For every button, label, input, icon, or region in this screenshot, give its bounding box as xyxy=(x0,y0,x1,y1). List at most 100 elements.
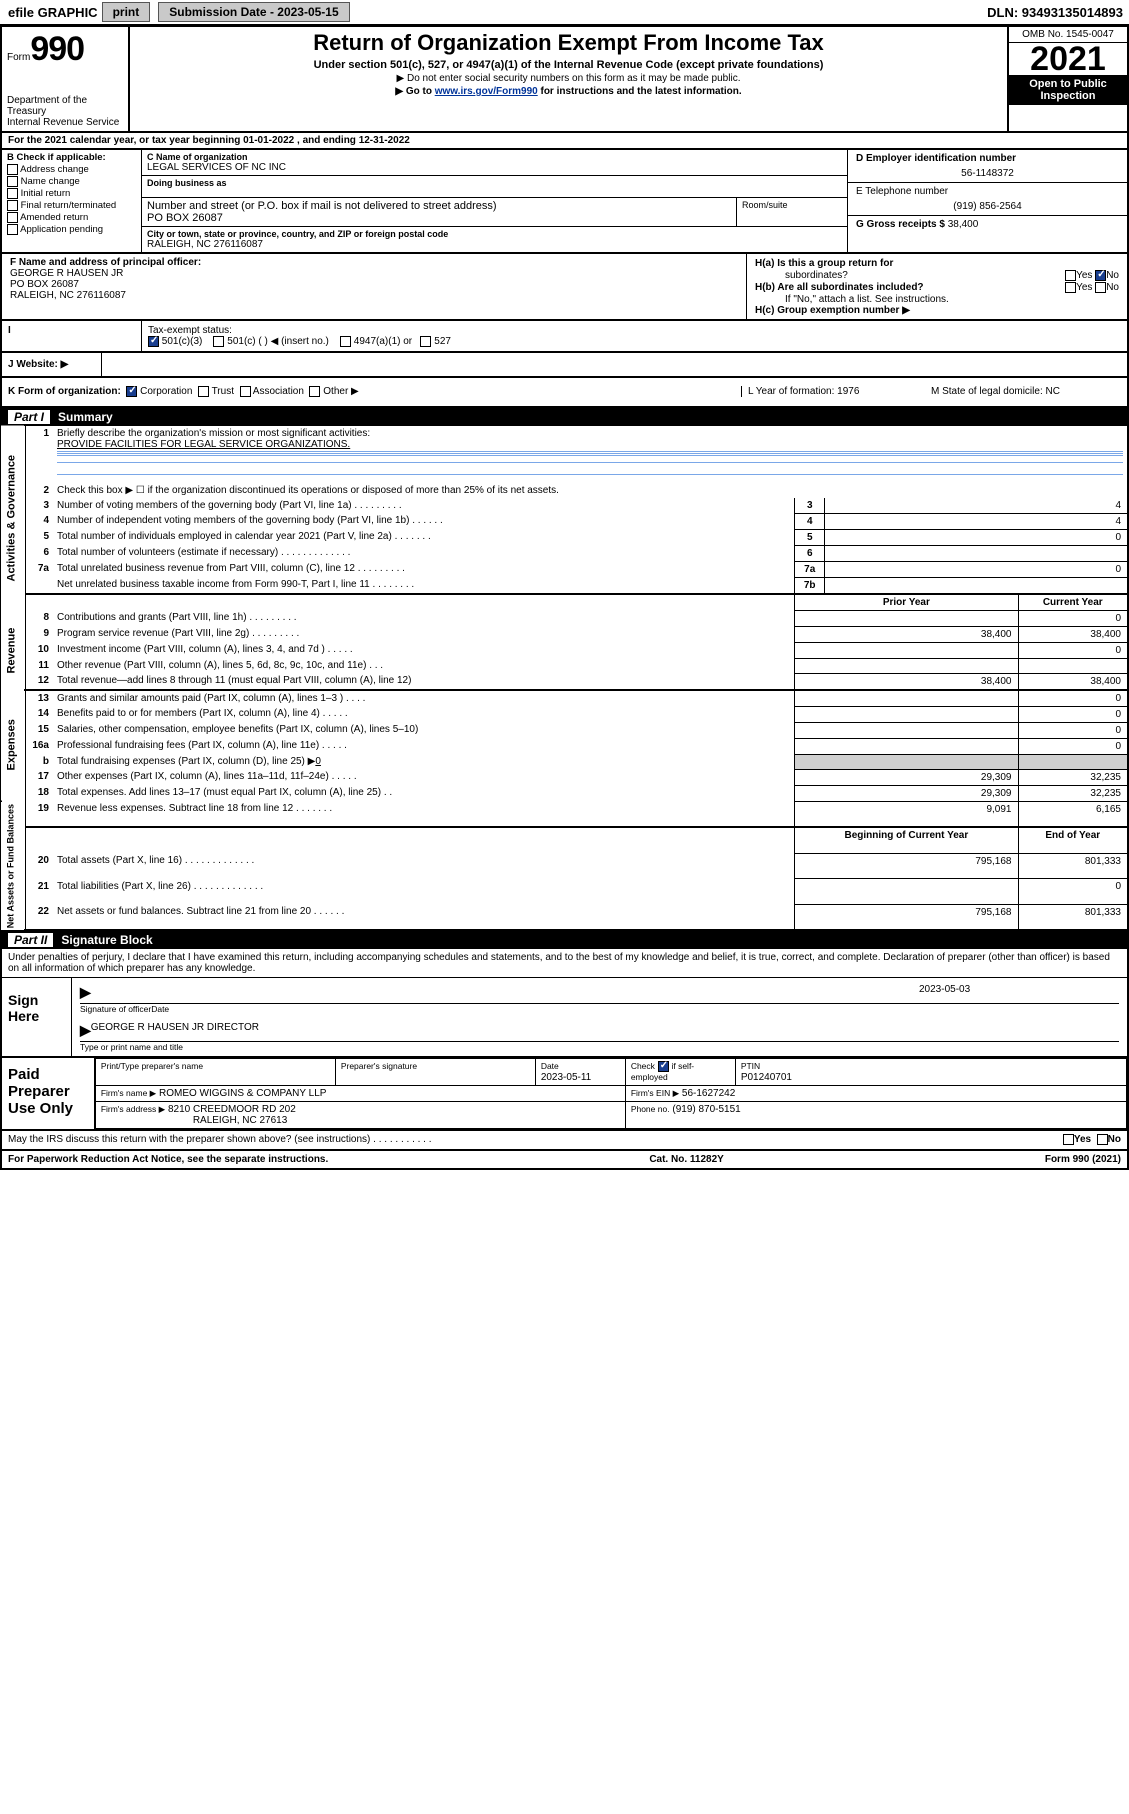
dln-label: DLN: 93493135014893 xyxy=(987,5,1123,20)
ln-5: 5 xyxy=(25,529,53,545)
ln-b-spacer xyxy=(25,594,53,611)
submission-date-button[interactable]: Submission Date - 2023-05-15 xyxy=(158,2,349,22)
tax-year: 2021 xyxy=(1009,43,1127,75)
prior-year-hdr: Prior Year xyxy=(795,594,1018,611)
sig-labels-1: Signature of officer Date xyxy=(80,1004,1119,1014)
l14-curr: 0 xyxy=(1018,706,1128,722)
chk-application-pending[interactable]: Application pending xyxy=(7,224,136,235)
l20-curr: 801,333 xyxy=(1018,853,1128,878)
l9-desc: Program service revenue (Part VIII, line… xyxy=(53,626,795,642)
form-year-box: OMB No. 1545-0047 2021 Open to Public In… xyxy=(1007,27,1127,131)
page-footer: For Paperwork Reduction Act Notice, see … xyxy=(0,1151,1129,1170)
dept-treasury: Department of the Treasury xyxy=(7,95,123,117)
Hb-no-box[interactable] xyxy=(1095,282,1106,293)
C-street-cell: Number and street (or P.O. box if mail i… xyxy=(142,198,737,226)
officer-addr1: PO BOX 26087 xyxy=(10,279,79,290)
block-BCDE: B Check if applicable: Address change Na… xyxy=(0,148,1129,252)
l16a-prior xyxy=(795,738,1018,754)
Ha-yes-box[interactable] xyxy=(1065,270,1076,281)
K-label: K Form of organization: xyxy=(8,387,121,398)
arrow-icon: ▶ xyxy=(80,984,91,1001)
ln-9: 9 xyxy=(25,626,53,642)
chk-final-return[interactable]: Final return/terminated xyxy=(7,200,136,211)
block-FH: F Name and address of principal officer:… xyxy=(0,252,1129,319)
l11-desc: Other revenue (Part VIII, column (A), li… xyxy=(53,658,795,673)
may-yes-box[interactable] xyxy=(1063,1134,1074,1145)
ln-13: 13 xyxy=(25,690,53,707)
C-room-cell: Room/suite xyxy=(737,198,847,226)
ln-10: 10 xyxy=(25,642,53,658)
boy-hdr: Beginning of Current Year xyxy=(795,827,1018,853)
preparer-table: Print/Type preparer's name Preparer's si… xyxy=(95,1058,1127,1129)
l19-prior: 9,091 xyxy=(795,801,1018,827)
l3-val: 4 xyxy=(825,498,1128,514)
chk-501c[interactable] xyxy=(213,336,224,347)
ln-6: 6 xyxy=(25,545,53,561)
G-label: G Gross receipts $ xyxy=(856,219,945,230)
l21-prior xyxy=(795,879,1018,904)
chk-trust[interactable] xyxy=(198,386,209,397)
chk-initial-return[interactable]: Initial return xyxy=(7,188,136,199)
l9-prior: 38,400 xyxy=(795,626,1018,642)
form-subtitle-1: Under section 501(c), 527, or 4947(a)(1)… xyxy=(138,59,999,71)
side-activities: Activities & Governance xyxy=(1,426,25,611)
sig-typed-label: Type or print name and title xyxy=(80,1042,1119,1052)
chk-501c3[interactable] xyxy=(148,336,159,347)
ln-4: 4 xyxy=(25,513,53,529)
Hb-yes-box[interactable] xyxy=(1065,282,1076,293)
l1-desc: Briefly describe the organization's miss… xyxy=(53,426,1128,459)
chk-amended[interactable]: Amended return xyxy=(7,212,136,223)
Hc-label: H(c) Group exemption number ▶ xyxy=(755,305,910,316)
chk-527[interactable] xyxy=(420,336,431,347)
chk-4947[interactable] xyxy=(340,336,351,347)
form-subtitle-2: ▶ Do not enter social security numbers o… xyxy=(138,73,999,84)
preparer-block: Paid Preparer Use Only Print/Type prepar… xyxy=(0,1058,1129,1131)
firm-ein-cell: Firm's EIN ▶ 56-1627242 xyxy=(625,1086,1126,1102)
may-no-box[interactable] xyxy=(1097,1134,1108,1145)
K-content: K Form of organization: Corporation Trus… xyxy=(8,386,741,397)
Ha-no-box[interactable] xyxy=(1095,270,1106,281)
chk-address-change[interactable]: Address change xyxy=(7,164,136,175)
irs-link[interactable]: www.irs.gov/Form990 xyxy=(435,86,538,97)
room-label: Room/suite xyxy=(742,200,842,210)
part2-title: Signature Block xyxy=(61,933,152,947)
C-name-cell: C Name of organization LEGAL SERVICES OF… xyxy=(142,150,847,176)
l9-curr: 38,400 xyxy=(1018,626,1128,642)
footer-cat: Cat. No. 11282Y xyxy=(649,1154,723,1165)
footer-form: Form 990 (2021) xyxy=(1045,1154,1121,1165)
mission-text: PROVIDE FACILITIES FOR LEGAL SERVICE ORG… xyxy=(57,439,350,450)
chk-association[interactable] xyxy=(240,386,251,397)
chk-corporation[interactable] xyxy=(126,386,137,397)
l22-curr: 801,333 xyxy=(1018,904,1128,930)
print-button[interactable]: print xyxy=(102,2,151,22)
sig-typed-name: GEORGE R HAUSEN JR DIRECTOR xyxy=(91,1022,1119,1039)
side-netassets: Net Assets or Fund Balances xyxy=(1,801,25,930)
chk-name-change[interactable]: Name change xyxy=(7,176,136,187)
street-value: PO BOX 26087 xyxy=(147,212,731,224)
l13-curr: 0 xyxy=(1018,690,1128,707)
goto-pre: ▶ Go to xyxy=(395,86,434,97)
form-word: Form xyxy=(7,52,30,63)
l18-curr: 32,235 xyxy=(1018,785,1128,801)
Ha-label: H(a) Is this a group return for xyxy=(755,258,893,269)
ln-3: 3 xyxy=(25,498,53,514)
l7b-val xyxy=(825,577,1128,594)
Hb-label: H(b) Are all subordinates included? xyxy=(755,282,924,293)
l16a-desc: Professional fundraising fees (Part IX, … xyxy=(53,738,795,754)
l22-prior: 795,168 xyxy=(795,904,1018,930)
l10-prior xyxy=(795,642,1018,658)
B-header: B Check if applicable: xyxy=(7,152,136,163)
row-KLM: K Form of organization: Corporation Trus… xyxy=(0,378,1129,407)
ln-18: 18 xyxy=(25,785,53,801)
l8-curr: 0 xyxy=(1018,610,1128,626)
chk-self-employed[interactable] xyxy=(658,1061,669,1072)
l14-prior xyxy=(795,706,1018,722)
l7a-desc: Total unrelated business revenue from Pa… xyxy=(53,561,795,577)
l16a-curr: 0 xyxy=(1018,738,1128,754)
ln-16b: b xyxy=(25,754,53,769)
l21-curr: 0 xyxy=(1018,879,1128,904)
open-inspection: Open to Public Inspection xyxy=(1009,75,1127,105)
chk-other[interactable] xyxy=(309,386,320,397)
side-revenue: Revenue xyxy=(1,610,25,690)
J-label: J Website: ▶ xyxy=(2,353,102,376)
